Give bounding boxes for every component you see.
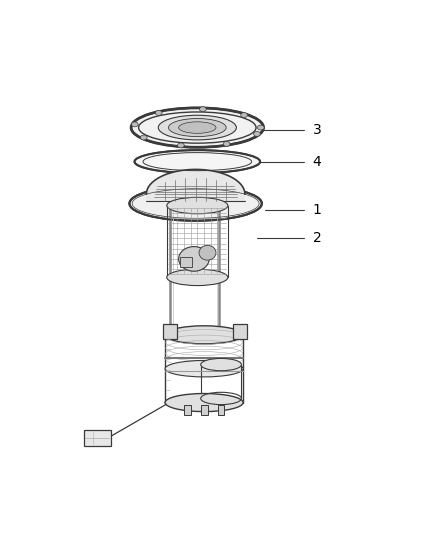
Ellipse shape: [223, 141, 230, 147]
Ellipse shape: [179, 122, 216, 133]
Ellipse shape: [165, 393, 243, 411]
Ellipse shape: [177, 143, 184, 148]
Ellipse shape: [141, 135, 147, 140]
Ellipse shape: [134, 150, 260, 173]
Bar: [201, 405, 208, 415]
Ellipse shape: [199, 107, 206, 111]
Ellipse shape: [201, 358, 241, 371]
Ellipse shape: [158, 115, 237, 140]
Bar: [233, 324, 247, 339]
Text: 3: 3: [313, 124, 321, 138]
Bar: [218, 405, 224, 415]
Text: 2: 2: [313, 231, 321, 245]
Bar: [84, 431, 111, 446]
Ellipse shape: [129, 186, 262, 221]
Ellipse shape: [167, 269, 228, 286]
Ellipse shape: [165, 326, 243, 344]
Ellipse shape: [258, 125, 264, 130]
Ellipse shape: [199, 245, 216, 260]
Ellipse shape: [155, 110, 162, 115]
Ellipse shape: [254, 132, 260, 136]
Bar: [184, 405, 191, 415]
Text: 4: 4: [313, 155, 321, 168]
Ellipse shape: [167, 197, 228, 214]
Polygon shape: [146, 169, 245, 201]
Text: 1: 1: [313, 203, 321, 216]
Bar: [180, 257, 192, 267]
Ellipse shape: [165, 360, 243, 377]
Ellipse shape: [131, 108, 264, 147]
Ellipse shape: [241, 112, 247, 118]
Ellipse shape: [169, 118, 226, 136]
Ellipse shape: [131, 122, 138, 127]
Bar: [163, 324, 177, 339]
Ellipse shape: [179, 247, 209, 271]
